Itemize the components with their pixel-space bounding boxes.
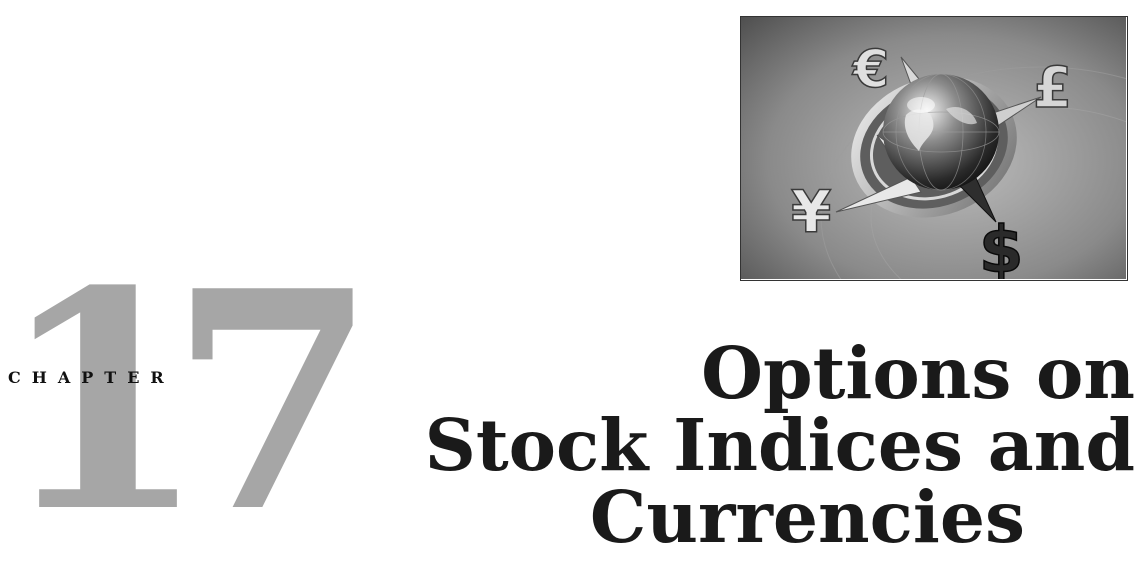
chapter-title-line-2: Stock Indices and xyxy=(424,403,1135,487)
dollar-icon: $ xyxy=(979,214,1024,279)
chapter-label: CHAPTER xyxy=(8,368,175,387)
chapter-title-line-3: Currencies xyxy=(589,475,1025,559)
globe xyxy=(882,73,1000,191)
yen-icon: ¥ xyxy=(791,178,831,246)
globe-currency-image: € £ ¥ $ xyxy=(740,16,1128,281)
chapter-title-line-1: Options on xyxy=(701,331,1135,415)
currency-symbols: € £ ¥ $ xyxy=(790,39,1072,279)
globe-currency-illustration: € £ ¥ $ xyxy=(741,17,1126,279)
pound-icon: £ xyxy=(1033,56,1072,121)
chapter-title: Options on Stock Indices and Currencies xyxy=(425,337,1135,553)
chapter-number: 17 xyxy=(0,225,378,578)
euro-icon: € xyxy=(852,40,889,100)
